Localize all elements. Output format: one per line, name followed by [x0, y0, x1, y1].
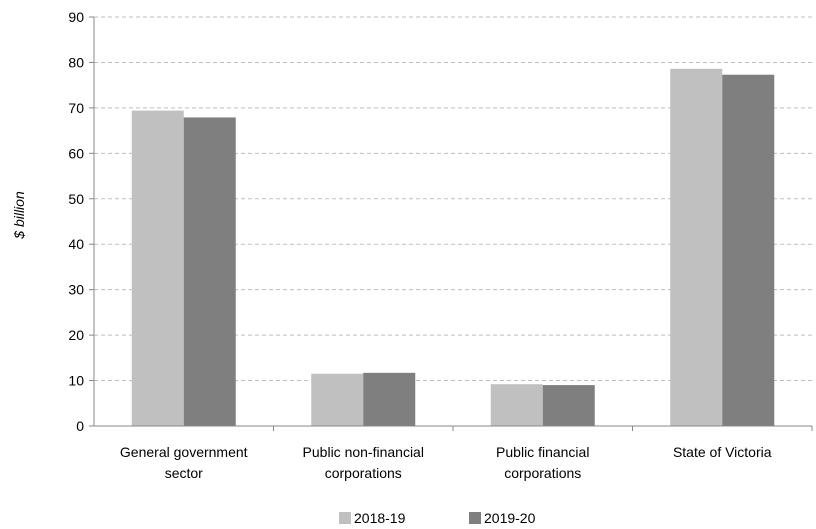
category-label: corporations: [504, 465, 581, 481]
category-label: corporations: [325, 465, 402, 481]
category-label: State of Victoria: [673, 444, 772, 460]
y-tick-label: 90: [68, 9, 84, 25]
bar-2018-19-1: [311, 373, 364, 426]
category-labels: General government sector Public non-finan…: [120, 444, 772, 481]
category-label: General government: [120, 444, 248, 460]
category-label: Public financial: [496, 444, 589, 460]
y-axis-label: $ billion: [11, 191, 27, 240]
y-tick-label: 50: [68, 191, 84, 207]
legend: 2018-19 2019-20: [339, 510, 536, 526]
bar-2018-19-3: [670, 68, 723, 426]
y-tick-labels: 0 10 20 30 40 50 60 70 80 90: [68, 9, 84, 434]
bar-2019-20-2: [542, 385, 595, 426]
y-tick-label: 10: [68, 373, 84, 389]
y-tick-label: 20: [68, 327, 84, 343]
y-tick-label: 60: [68, 145, 84, 161]
y-tick-label: 30: [68, 282, 84, 298]
axes: [89, 16, 813, 431]
bars: [131, 68, 775, 427]
bar-2018-19-2: [490, 384, 543, 426]
category-label: sector: [165, 465, 203, 481]
legend-label: 2019-20: [484, 510, 536, 526]
category-label: Public non-financial: [303, 444, 424, 460]
bar-2019-20-0: [183, 117, 236, 426]
legend-swatch-2019-20: [469, 512, 481, 524]
y-tick-label: 0: [76, 418, 84, 434]
legend-swatch-2018-19: [339, 512, 351, 524]
y-tick-label: 40: [68, 236, 84, 252]
bar-2019-20-3: [722, 74, 775, 426]
bar-2019-20-1: [363, 372, 416, 426]
legend-label: 2018-19: [354, 510, 406, 526]
bar-2018-19-0: [131, 110, 184, 427]
y-tick-label: 80: [68, 54, 84, 70]
y-tick-label: 70: [68, 100, 84, 116]
